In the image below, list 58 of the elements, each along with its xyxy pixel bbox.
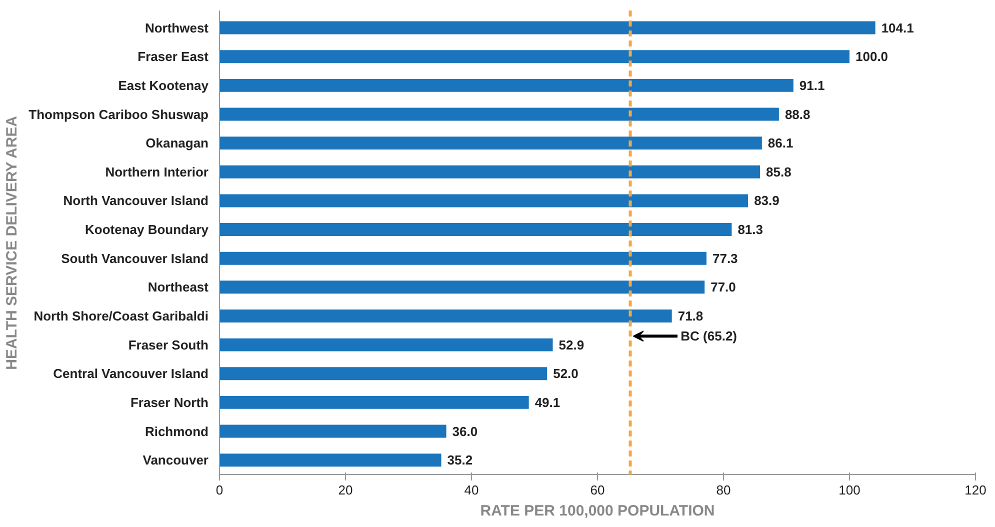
data-label: 77.3 xyxy=(712,250,738,266)
x-tick-label: 40 xyxy=(464,482,479,498)
bar xyxy=(220,252,706,265)
x-tick-label: 120 xyxy=(964,482,986,498)
bar xyxy=(220,21,876,34)
data-label: 71.8 xyxy=(678,308,704,324)
data-label: 83.9 xyxy=(754,193,780,208)
y-tick-label: Fraser East xyxy=(138,49,210,64)
y-tick-label: South Vancouver Island xyxy=(61,250,209,266)
data-label: 85.8 xyxy=(766,164,792,180)
data-label: 86.1 xyxy=(768,136,794,151)
data-label: 104.1 xyxy=(881,20,914,36)
bar xyxy=(220,280,705,294)
y-tick-label: Okanagan xyxy=(146,136,209,151)
y-tick-label: Kootenay Boundary xyxy=(84,222,210,238)
data-label: 91.1 xyxy=(799,78,825,93)
bar xyxy=(220,194,748,208)
bar xyxy=(220,338,553,352)
bar xyxy=(220,310,672,322)
y-axis-title: HEALTH SERVICE DELIVERY AREA xyxy=(4,116,21,370)
x-tick-label: 80 xyxy=(716,482,731,498)
x-tick-label: 100 xyxy=(838,482,860,498)
ref-line-label: BC (65.2) xyxy=(680,328,738,344)
y-tick-label: East Kootenay xyxy=(118,78,210,93)
y-tick-label: North Shore/Coast Garibaldi xyxy=(34,308,209,324)
y-tick-label: Northern Interior xyxy=(105,164,209,180)
y-tick-label: Fraser South xyxy=(128,337,209,352)
data-label: 88.8 xyxy=(784,106,810,122)
bar xyxy=(220,367,548,380)
data-label: 36.0 xyxy=(452,424,478,439)
bar xyxy=(220,165,760,178)
x-tick-label: 0 xyxy=(216,482,224,498)
x-tick-label: 60 xyxy=(590,482,605,498)
x-tick-label: 20 xyxy=(338,482,353,498)
data-label: 35.2 xyxy=(447,452,473,468)
y-tick-label: Central Vancouver Island xyxy=(53,366,209,382)
bar xyxy=(220,424,446,438)
x-axis-title: RATE PER 100,000 POPULATION xyxy=(480,502,715,520)
bar xyxy=(220,136,762,150)
y-tick-label: North Vancouver Island xyxy=(63,193,209,208)
bar xyxy=(220,108,779,121)
data-label: 77.0 xyxy=(710,280,736,295)
bar xyxy=(220,396,529,409)
data-label: 52.0 xyxy=(553,366,578,382)
bar xyxy=(220,50,850,64)
y-tick-label: Vancouver xyxy=(142,452,209,468)
bar xyxy=(220,223,732,236)
y-tick-label: Thompson Cariboo Shuswap xyxy=(28,106,209,122)
y-tick-label: Northwest xyxy=(144,20,210,36)
y-tick-label: Fraser North xyxy=(130,394,209,410)
data-label: 100.0 xyxy=(856,49,888,64)
bar xyxy=(220,454,442,467)
data-label: 52.9 xyxy=(558,337,584,352)
y-tick-label: Northeast xyxy=(148,280,210,295)
data-label: 81.3 xyxy=(738,222,764,238)
y-tick-label: Richmond xyxy=(144,424,209,439)
bar xyxy=(220,78,794,92)
data-label: 49.1 xyxy=(534,394,560,410)
